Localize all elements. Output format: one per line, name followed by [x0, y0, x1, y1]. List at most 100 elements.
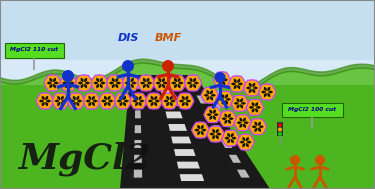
Polygon shape — [60, 99, 67, 103]
Polygon shape — [193, 81, 199, 84]
Polygon shape — [225, 113, 228, 119]
Polygon shape — [180, 174, 204, 181]
Polygon shape — [168, 124, 187, 131]
Polygon shape — [148, 99, 154, 103]
Polygon shape — [159, 77, 162, 83]
Polygon shape — [243, 123, 246, 128]
Polygon shape — [134, 140, 141, 148]
Circle shape — [266, 91, 268, 93]
Circle shape — [192, 82, 194, 84]
Circle shape — [106, 100, 109, 102]
Polygon shape — [234, 115, 252, 131]
Circle shape — [315, 155, 325, 165]
Polygon shape — [197, 130, 201, 136]
Polygon shape — [136, 81, 140, 89]
Polygon shape — [42, 101, 45, 106]
Polygon shape — [231, 95, 249, 111]
Circle shape — [75, 100, 77, 102]
Polygon shape — [206, 113, 213, 116]
Polygon shape — [154, 101, 157, 106]
Polygon shape — [222, 80, 225, 85]
Polygon shape — [219, 80, 222, 85]
Polygon shape — [192, 122, 210, 138]
Circle shape — [211, 113, 214, 116]
Polygon shape — [182, 96, 185, 101]
Polygon shape — [162, 83, 165, 88]
Polygon shape — [163, 99, 170, 103]
Polygon shape — [228, 76, 246, 92]
Polygon shape — [92, 96, 95, 101]
Polygon shape — [76, 101, 79, 106]
Circle shape — [176, 82, 178, 84]
Polygon shape — [86, 99, 92, 103]
Polygon shape — [219, 111, 237, 126]
Circle shape — [236, 83, 238, 85]
Circle shape — [51, 82, 54, 84]
Polygon shape — [153, 75, 171, 91]
Polygon shape — [45, 101, 48, 106]
Polygon shape — [135, 101, 138, 106]
Polygon shape — [194, 129, 201, 132]
Circle shape — [214, 72, 225, 83]
Polygon shape — [122, 75, 140, 91]
Polygon shape — [267, 87, 270, 92]
Polygon shape — [67, 93, 85, 109]
Polygon shape — [135, 95, 140, 104]
Polygon shape — [201, 125, 204, 130]
Polygon shape — [231, 133, 234, 138]
Polygon shape — [99, 77, 103, 83]
Polygon shape — [68, 81, 75, 84]
Text: BMF: BMF — [154, 33, 182, 43]
Polygon shape — [101, 99, 107, 103]
Polygon shape — [44, 75, 62, 91]
Circle shape — [98, 82, 101, 84]
Polygon shape — [237, 84, 240, 89]
Polygon shape — [258, 125, 264, 128]
Circle shape — [145, 82, 147, 84]
Circle shape — [229, 137, 232, 139]
Polygon shape — [204, 107, 222, 122]
Polygon shape — [73, 101, 76, 106]
Polygon shape — [155, 81, 162, 84]
Polygon shape — [210, 94, 216, 97]
Polygon shape — [140, 81, 146, 84]
Polygon shape — [246, 137, 249, 142]
Bar — [277, 122, 283, 136]
Polygon shape — [120, 75, 270, 189]
Polygon shape — [234, 102, 240, 105]
Polygon shape — [221, 140, 232, 148]
Polygon shape — [201, 130, 204, 136]
Polygon shape — [171, 81, 177, 84]
Polygon shape — [88, 96, 92, 101]
Polygon shape — [185, 96, 188, 101]
Polygon shape — [138, 101, 142, 106]
Polygon shape — [115, 83, 118, 88]
Polygon shape — [242, 137, 246, 142]
Polygon shape — [62, 81, 68, 84]
Polygon shape — [243, 80, 261, 96]
Polygon shape — [212, 134, 216, 139]
Polygon shape — [39, 99, 45, 103]
Polygon shape — [237, 170, 250, 178]
Circle shape — [278, 128, 282, 132]
Polygon shape — [207, 126, 225, 142]
Text: MgCl2: MgCl2 — [18, 141, 151, 176]
Polygon shape — [104, 96, 107, 101]
Circle shape — [244, 141, 247, 143]
Polygon shape — [237, 134, 255, 150]
Polygon shape — [213, 72, 231, 88]
Polygon shape — [154, 96, 157, 101]
Polygon shape — [75, 75, 93, 91]
Polygon shape — [81, 77, 84, 83]
Circle shape — [256, 125, 259, 128]
Circle shape — [153, 100, 155, 102]
Polygon shape — [246, 100, 264, 115]
Polygon shape — [255, 107, 258, 113]
Polygon shape — [252, 86, 258, 90]
Polygon shape — [96, 83, 99, 88]
Polygon shape — [237, 103, 240, 109]
Polygon shape — [70, 99, 76, 103]
Polygon shape — [166, 96, 170, 101]
Polygon shape — [246, 141, 252, 144]
Polygon shape — [239, 141, 246, 144]
